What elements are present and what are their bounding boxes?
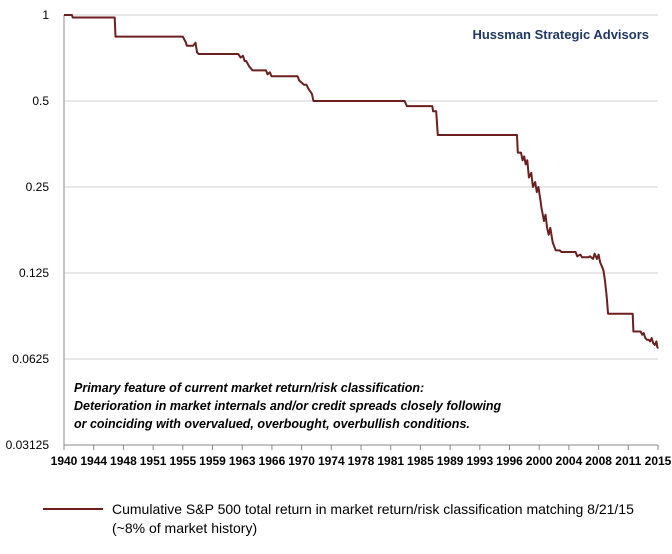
y-tick-labels: 1 0.5 0.25 0.125 0.0625 0.03125: [6, 8, 50, 452]
x-tick-label: 1974: [318, 454, 345, 468]
x-tick-labels: 1940 1944 1948 1951 1955 1959 1963 1966 1970 1974…: [51, 454, 672, 468]
annotation-box: Primary feature of current market return…: [74, 381, 502, 431]
x-tick-label: 1996: [496, 454, 523, 468]
x-tick-label: 1989: [437, 454, 464, 468]
legend-label-line-1: Cumulative S&P 500 total return in marke…: [112, 501, 634, 517]
annotation-line-1: Primary feature of current market return…: [74, 381, 424, 395]
legend: Cumulative S&P 500 total return in marke…: [43, 501, 634, 536]
x-tick-label: 1978: [348, 454, 375, 468]
annotation-line-3: or coinciding with overvalued, overbough…: [74, 417, 470, 431]
y-tick-label: 0.5: [32, 94, 49, 108]
y-tick-label: 0.03125: [6, 438, 50, 452]
axes: [63, 15, 659, 450]
x-tick-label: 1985: [407, 454, 434, 468]
y-tick-label: 0.0625: [12, 352, 49, 366]
x-tick-label: 2004: [556, 454, 583, 468]
x-tick-label: 1963: [229, 454, 256, 468]
x-tick-label: 1993: [466, 454, 493, 468]
x-tick-label: 1970: [288, 454, 315, 468]
annotation-line-2: Deterioration in market internals and/or…: [74, 399, 502, 413]
x-tick-label: 1959: [199, 454, 226, 468]
x-tick-label: 2011: [615, 454, 641, 468]
y-tick-label: 0.25: [26, 180, 50, 194]
x-tick-label: 2000: [526, 454, 553, 468]
x-tick-label: 2015: [645, 454, 672, 468]
y-tick-label: 0.125: [19, 266, 49, 280]
x-tick-label: 1940: [51, 454, 78, 468]
series-layer: [64, 14, 659, 349]
x-tick-label: 1951: [140, 454, 167, 468]
x-tick-label: 1981: [377, 454, 404, 468]
x-tick-label: 2008: [585, 454, 612, 468]
series-line: [64, 14, 659, 349]
legend-label-line-2: (~8% of market history): [112, 520, 257, 536]
x-tick-label: 1944: [80, 454, 107, 468]
x-tick-label: 1948: [110, 454, 137, 468]
watermark-label: Hussman Strategic Advisors: [472, 27, 649, 42]
x-tick-label: 1955: [169, 454, 196, 468]
y-tick-label: 1: [42, 8, 49, 22]
x-tick-label: 1966: [259, 454, 286, 468]
